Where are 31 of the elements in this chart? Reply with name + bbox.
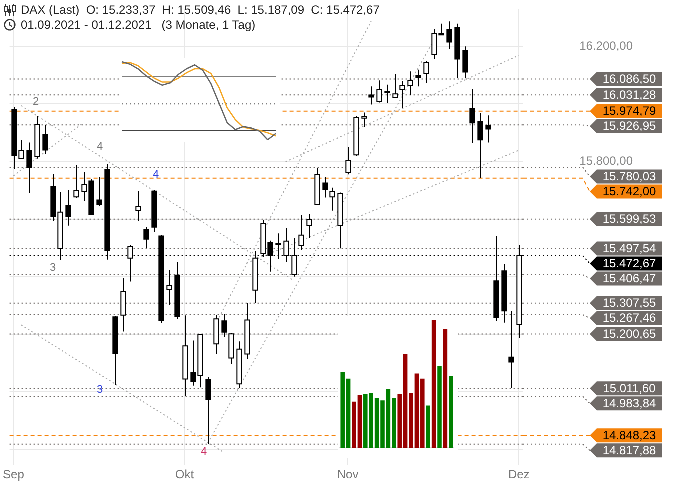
ref-line-label: 15.267,46 bbox=[602, 311, 657, 326]
ref-line-label: 15.742,00 bbox=[602, 184, 657, 199]
ref-line-label: 15.497,54 bbox=[602, 242, 657, 256]
annotation: 4 bbox=[200, 446, 208, 458]
annotation: 4 bbox=[152, 169, 160, 182]
annotation: 3 bbox=[96, 384, 104, 396]
x-tick-label: Nov bbox=[337, 468, 359, 482]
annotation: 4 bbox=[96, 141, 104, 154]
ref-line-label: 15.200,65 bbox=[602, 327, 657, 342]
annotation: 3 bbox=[50, 262, 56, 274]
ref-line-label: 16.086,50 bbox=[602, 72, 657, 86]
ref-line-label: 15.599,53 bbox=[602, 212, 657, 226]
ref-line-label: 15.926,95 bbox=[602, 119, 657, 134]
ref-line-label: 15.974,79 bbox=[602, 104, 657, 118]
ref-line-label: 14.848,23 bbox=[602, 428, 657, 442]
ref-line-label: 15.472,67 bbox=[602, 256, 657, 271]
y-tick-label: 15.800,00 bbox=[580, 154, 634, 168]
ref-line-label: 15.307,55 bbox=[602, 296, 657, 310]
x-tick-label: Okt bbox=[175, 468, 195, 482]
ref-line-label: 14.983,84 bbox=[602, 396, 657, 410]
ref-line-label: 14.817,88 bbox=[602, 443, 657, 458]
ref-line-label: 16.031,28 bbox=[602, 88, 657, 102]
y-tick-label: 16.200,00 bbox=[580, 38, 634, 53]
ref-line-label: 15.780,03 bbox=[602, 170, 657, 184]
x-tick-label: Sep bbox=[3, 468, 25, 482]
ref-line-label: 15.011,60 bbox=[603, 381, 656, 396]
text: 01.09.2021 - 01.12.2021 (3 Monate, 1 Tag) bbox=[21, 18, 256, 32]
chart-title: DAX (Last) O: 15.233,37 H: 15.509,46 L: 15.187,09 C: 15.472,67 bbox=[21, 3, 380, 17]
x-tick-label: Dez bbox=[508, 468, 530, 482]
ref-line-label: 15.406,47 bbox=[602, 272, 657, 286]
annotation: 2 bbox=[32, 96, 40, 108]
